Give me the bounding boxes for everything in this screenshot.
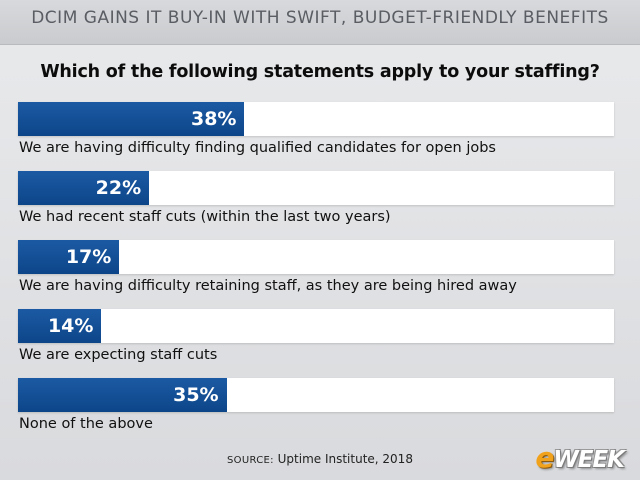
logo-e: e — [535, 441, 554, 474]
source-line: SOURCE: Uptime Institute, 2018 — [0, 452, 640, 466]
bar: 35% — [18, 378, 227, 412]
bar: 38% — [18, 102, 245, 136]
category-label: We are having difficulty retaining staff… — [19, 278, 517, 294]
bar: 14% — [18, 309, 102, 343]
header-title: DCIM GAINS IT BUY-IN WITH SWIFT, BUDGET-… — [31, 8, 609, 28]
bar-track: 35% — [18, 378, 614, 412]
source-prefix: SOURCE: — [227, 455, 274, 466]
bar-track: 14% — [18, 309, 614, 343]
source-text: Uptime Institute, 2018 — [277, 452, 413, 466]
bar-value-label: 35% — [173, 384, 219, 406]
header-band: DCIM GAINS IT BUY-IN WITH SWIFT, BUDGET-… — [0, 0, 640, 45]
bar-track: 38% — [18, 102, 614, 136]
category-label: We had recent staff cuts (within the las… — [19, 209, 391, 225]
bar-track: 17% — [18, 240, 614, 274]
bar: 17% — [18, 240, 120, 274]
bar: 22% — [18, 171, 150, 205]
chart-question: Which of the following statements apply … — [40, 62, 600, 82]
category-label: We are having difficulty finding qualifi… — [19, 140, 496, 156]
eweek-logo: eWEEK — [535, 441, 625, 474]
category-label: We are expecting staff cuts — [19, 347, 218, 363]
bar-value-label: 14% — [47, 315, 94, 337]
category-label: None of the above — [19, 416, 153, 432]
bar-value-label: 17% — [65, 246, 112, 268]
logo-week: WEEK — [553, 447, 625, 473]
bar-track: 22% — [18, 171, 614, 205]
bar-value-label: 38% — [190, 108, 237, 130]
bar-value-label: 22% — [95, 177, 142, 199]
